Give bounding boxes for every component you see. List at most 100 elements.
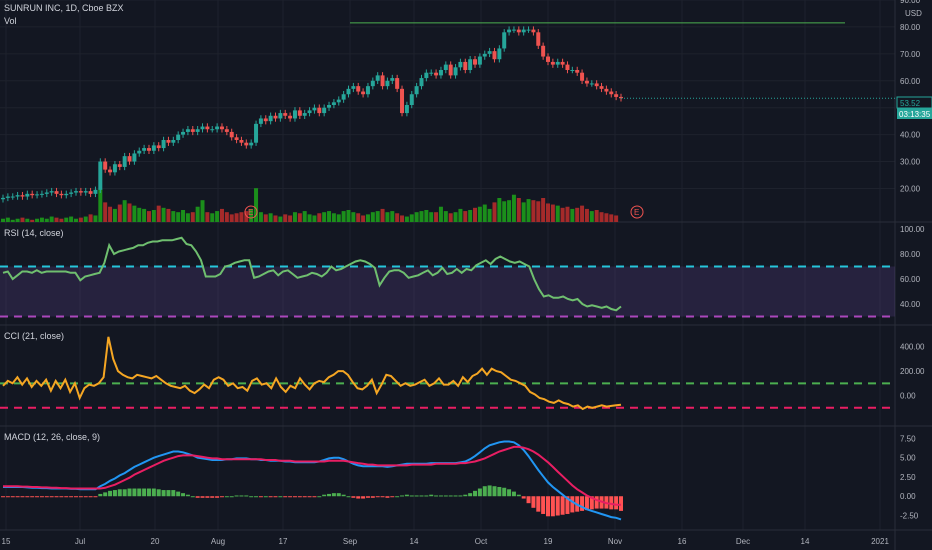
cci-pane[interactable] <box>0 336 895 411</box>
volume-bar <box>210 213 215 222</box>
candle-body <box>424 72 429 79</box>
volume-bar <box>336 214 341 222</box>
candle-body <box>181 131 186 135</box>
macd-histogram-bar <box>541 496 546 514</box>
earnings-marker-2[interactable]: E <box>630 205 644 219</box>
macd-histogram-bar <box>263 496 268 498</box>
volume-bar <box>30 219 35 222</box>
macd-histogram-bar <box>331 493 336 497</box>
symbol-title[interactable]: SUNRUN INC, 1D, Cboe BZX <box>4 3 124 13</box>
volume-bar <box>215 211 220 222</box>
volume-bar <box>229 214 234 222</box>
macd-histogram-bar <box>112 490 117 497</box>
indicator-axis-label: 0.00 <box>900 392 916 401</box>
macd-histogram-bar <box>351 496 356 498</box>
candle-body <box>137 150 142 154</box>
candle-body <box>619 96 623 99</box>
price-axis-label: 70.00 <box>900 50 921 59</box>
indicator-axis-label: 0.00 <box>900 492 916 501</box>
candle-body <box>331 102 336 105</box>
series-line-cci <box>2 336 622 411</box>
volume-bar <box>44 218 49 222</box>
indicator-axis-label: 40.00 <box>900 300 921 309</box>
macd-histogram-bar <box>560 496 565 515</box>
volume-bar <box>176 212 181 222</box>
volume-bar <box>122 200 127 222</box>
candle-body <box>400 88 405 114</box>
candle-body <box>117 164 122 167</box>
macd-histogram-bar <box>482 486 487 497</box>
candle-body <box>30 193 35 196</box>
time-axis-label: 2021 <box>871 537 889 546</box>
volume-bar <box>594 210 599 222</box>
macd-histogram-bar <box>215 496 220 498</box>
volume-bar <box>49 216 54 222</box>
candlesticks[interactable] <box>1 22 895 203</box>
volume-bar <box>108 206 113 222</box>
macd-histogram-bar <box>404 494 409 497</box>
price-axis-label: 40.00 <box>900 131 921 140</box>
candle-body <box>570 70 575 71</box>
volume-bar <box>536 201 541 222</box>
candle-body <box>93 189 98 194</box>
volume-bar <box>434 212 439 222</box>
macd-histogram-bar <box>580 496 585 511</box>
macd-histogram-bar <box>142 488 147 497</box>
volume-bar <box>288 215 293 222</box>
macd-histogram-bar <box>93 496 98 498</box>
candle-body <box>122 156 127 167</box>
volume-bar <box>365 214 370 222</box>
candle-body <box>395 78 400 89</box>
candle-body <box>288 115 293 119</box>
candle-body <box>108 169 113 173</box>
candle-body <box>64 193 69 196</box>
macd-pane[interactable] <box>1 440 623 521</box>
macd-histogram-bar <box>327 493 332 497</box>
volume-bar <box>511 194 516 222</box>
earnings-marker-1[interactable]: E <box>244 205 258 219</box>
volume-bar <box>171 211 176 222</box>
volume-bar <box>521 202 526 222</box>
macd-histogram-bar <box>317 496 322 498</box>
volume-bar <box>443 211 448 222</box>
pane-title: MACD (12, 26, close, 9) <box>4 432 100 442</box>
volume-bar <box>20 217 25 222</box>
candle-body <box>229 131 234 138</box>
macd-histogram-bar <box>234 495 239 497</box>
candle-body <box>273 115 278 119</box>
candle-body <box>356 86 361 92</box>
macd-histogram-bar <box>10 496 15 498</box>
volume-bar <box>482 204 487 222</box>
time-axis-label: Nov <box>608 537 622 546</box>
rsi-pane[interactable] <box>0 236 895 318</box>
macd-histogram-bar <box>137 488 142 497</box>
candle-body <box>69 192 74 194</box>
candle-body <box>185 129 190 132</box>
macd-histogram-bar <box>161 490 166 497</box>
volume-bar <box>98 189 103 222</box>
volume-bar <box>322 212 327 222</box>
candle-body <box>239 140 244 143</box>
time-axis[interactable]: 15 Jul 20 Aug 17 Sep 14 Oct 19 Nov 16 Dec 14 2021 <box>2 537 890 546</box>
volume-label[interactable]: Vol <box>4 16 17 26</box>
macd-histogram-bar <box>122 489 127 497</box>
series-line-signal <box>3 445 621 506</box>
candle-body <box>283 113 288 116</box>
macd-histogram-bar <box>181 493 186 497</box>
volume-bar <box>224 212 229 222</box>
macd-histogram-bar <box>205 496 210 498</box>
candle-body <box>1 197 5 200</box>
volume-bar <box>137 207 142 222</box>
volume-bar <box>93 215 98 222</box>
volume-bar <box>166 208 171 222</box>
macd-histogram-bar <box>356 496 361 499</box>
candle-body <box>307 110 312 114</box>
volume-bar <box>409 214 414 222</box>
macd-histogram-bar <box>224 496 229 498</box>
volume-bar <box>497 198 502 222</box>
macd-histogram-bar <box>458 495 463 497</box>
macd-histogram-bar <box>619 496 623 511</box>
macd-histogram-bar <box>239 495 244 497</box>
candle-body <box>589 83 594 85</box>
